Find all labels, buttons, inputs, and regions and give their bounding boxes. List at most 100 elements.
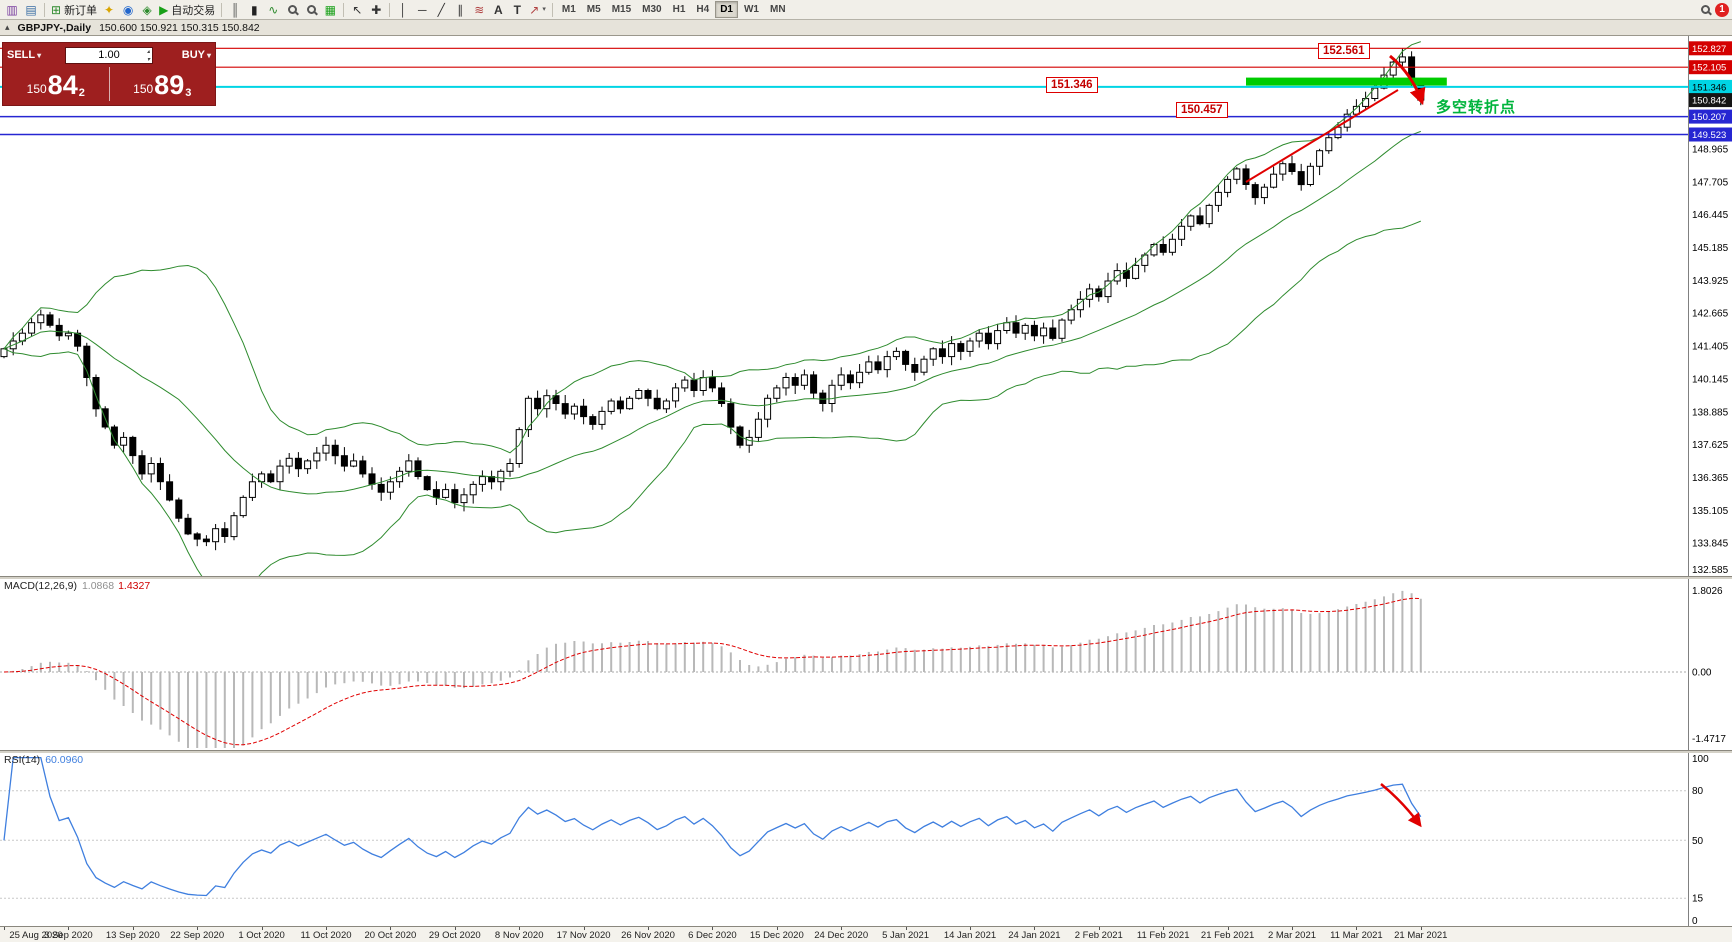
sell-tab[interactable]: SELL ▾ <box>7 49 42 61</box>
price-axis-label: 133.845 <box>1692 539 1729 550</box>
price-axis-label: 135.105 <box>1692 506 1729 517</box>
new-order-button[interactable]: ⊞ 新订单 <box>51 2 98 17</box>
turning-point-label[interactable]: 多空转折点 <box>1436 99 1517 116</box>
volume-spinner[interactable]: ▴ ▾ <box>146 48 150 63</box>
panel-splitter[interactable] <box>0 576 1732 579</box>
horizontal-line-tool[interactable]: ─ <box>413 1 431 19</box>
toolbar-separator <box>551 2 553 17</box>
green-zone-bar <box>1246 77 1447 86</box>
zoom-in-icon <box>287 5 297 14</box>
timeframe-D1[interactable]: D1 <box>715 1 738 18</box>
toolbar-separator <box>221 2 223 17</box>
price-badge <box>1689 93 1732 108</box>
toolbar-separator <box>343 2 345 17</box>
down-arrow <box>1389 54 1426 106</box>
date-label: 5 Jan 2021 <box>882 930 930 941</box>
zoom-out-button[interactable] <box>302 1 320 19</box>
price-annotation-low[interactable]: 150.457 <box>1176 102 1228 118</box>
date-label: 11 Oct 2020 <box>300 930 352 941</box>
signals-button[interactable]: ◈ <box>138 1 156 19</box>
vertical-line-icon: │ <box>399 2 408 17</box>
date-label: 13 Sep 2020 <box>105 930 160 941</box>
ohlc-readout: 150.600 150.921 150.315 150.842 <box>99 21 260 34</box>
timeframe-W1[interactable]: W1 <box>743 4 759 15</box>
sell-button[interactable]: 150 84 2 <box>26 70 85 100</box>
price-axis-label: 145.185 <box>1692 243 1729 254</box>
channel-icon: ∥ <box>457 2 464 17</box>
timeframe-M5[interactable]: M5 <box>586 4 601 15</box>
price-axis-label: 141.405 <box>1692 342 1729 353</box>
price-axis-label: 138.885 <box>1692 407 1729 418</box>
rsi-value: 60.0960 <box>45 754 84 766</box>
autotrading-button[interactable]: ▶ 自动交易 <box>159 2 216 17</box>
price-badge-label: 152.105 <box>1692 63 1726 74</box>
rsi-axis-label: 50 <box>1692 836 1704 847</box>
trendline <box>1245 89 1399 183</box>
macd-signal-line <box>3 597 1421 746</box>
channel-tool[interactable]: ∥ <box>451 1 469 19</box>
price-axis-label: 142.665 <box>1692 309 1729 320</box>
text-tool[interactable]: A <box>489 1 507 19</box>
macd-panel: 1.8026 0.00 -1.4717 MACD(12,26,9) 1.0868 1.4… <box>0 579 1732 750</box>
price-annotation-peak[interactable]: 152.561 <box>1318 43 1370 59</box>
chevron-down-icon: ▾ <box>206 50 211 60</box>
bar-chart-mode-button[interactable]: ║ <box>226 1 244 19</box>
date-label: 20 Oct 2020 <box>364 930 417 941</box>
trendline-tool[interactable]: ╱ <box>432 1 450 19</box>
candle-chart-mode-button[interactable]: ▮ <box>245 1 263 19</box>
toolbar: ▥ ▤ ⊞ 新订单 ✦ ◉ ◈ ▶ 自动交易 ║ ▮ ∿ ▦ ↖ ✚ │ ─ ╱… <box>0 0 1732 20</box>
tile-windows-button[interactable]: ▦ <box>321 1 339 19</box>
zoom-in-button[interactable] <box>283 1 301 19</box>
date-axis[interactable]: 25 Aug 2020 3 Sep 2020 13 Sep 2020 22 Sep 2… <box>0 926 1732 942</box>
macd-canvas[interactable]: 1.8026 0.00 -1.4717 <box>0 579 1732 750</box>
coins-icon: ◉ <box>122 2 134 17</box>
rsi-axis-label: 0 <box>1692 916 1698 926</box>
timeframe-MN[interactable]: MN <box>769 4 786 15</box>
line-chart-icon: ∿ <box>268 2 279 17</box>
price-axis-label: 143.925 <box>1692 276 1729 287</box>
macd-signal-value: 1.4327 <box>118 580 151 592</box>
search-button[interactable] <box>1696 1 1714 19</box>
price-badge <box>1689 41 1732 56</box>
main-chart-canvas[interactable]: 148.965 147.705 146.445 145.185 143.925 142.6… <box>0 36 1732 576</box>
notification-badge[interactable]: 1 <box>1715 2 1729 17</box>
buy-button[interactable]: 150 89 3 <box>133 70 192 100</box>
cursor-button[interactable]: ↖ <box>348 1 366 19</box>
market-button[interactable]: ◉ <box>119 1 137 19</box>
label-tool[interactable]: T <box>508 1 526 19</box>
macd-axis-label: 0.00 <box>1692 668 1712 679</box>
timeframe-M1[interactable]: M1 <box>561 4 576 15</box>
timeframe-H4[interactable]: H4 <box>696 4 710 15</box>
symbol-title: GBPJPY-,Daily <box>17 21 92 34</box>
price-badge <box>1689 79 1732 94</box>
zoom-out-icon <box>306 5 316 14</box>
arrow-shapes-icon: ↗ <box>529 2 540 17</box>
price-annotation-mid[interactable]: 151.346 <box>1046 77 1098 93</box>
price-axis-label: 137.625 <box>1692 440 1729 451</box>
timeframe-M30[interactable]: M30 <box>642 4 662 15</box>
profiles-button[interactable]: ▤ <box>22 1 40 19</box>
search-icon <box>1700 5 1710 14</box>
timeframe-H1[interactable]: H1 <box>672 4 686 15</box>
rsi-canvas[interactable]: 100 80 50 15 0 <box>0 753 1732 926</box>
crosshair-button[interactable]: ✚ <box>367 1 385 19</box>
price-badge <box>1689 60 1732 75</box>
date-label: 15 Dec 2020 <box>749 930 804 941</box>
timeframe-group: M1 M5 M15 M30 H1 H4 D1 W1 MN <box>557 1 791 18</box>
timeframe-M15[interactable]: M15 <box>611 4 632 15</box>
buy-tab[interactable]: BUY ▾ <box>181 49 211 61</box>
arrows-tool[interactable]: ↗ ▾ <box>527 1 548 19</box>
fibonacci-tool[interactable]: ≋ <box>470 1 488 19</box>
line-chart-mode-button[interactable]: ∿ <box>264 1 282 19</box>
metaeditor-button[interactable]: ✦ <box>100 1 118 19</box>
new-order-icon: ⊞ <box>51 2 62 17</box>
date-label: 25 Aug 2020 <box>9 930 63 941</box>
panel-splitter[interactable] <box>0 750 1732 753</box>
bollinger-band-line <box>3 41 1421 454</box>
new-chart-button[interactable]: ▥ <box>3 1 21 19</box>
date-label: 21 Feb 2021 <box>1200 930 1255 941</box>
volume-input[interactable]: 1.00 ▴ ▾ <box>65 46 153 64</box>
one-click-trading-panel: SELL ▾ 1.00 ▴ ▾ BUY ▾ 150 84 2 150 89 3 <box>2 42 216 106</box>
vertical-line-tool[interactable]: │ <box>394 1 412 19</box>
price-axis-label: 136.365 <box>1692 473 1729 484</box>
